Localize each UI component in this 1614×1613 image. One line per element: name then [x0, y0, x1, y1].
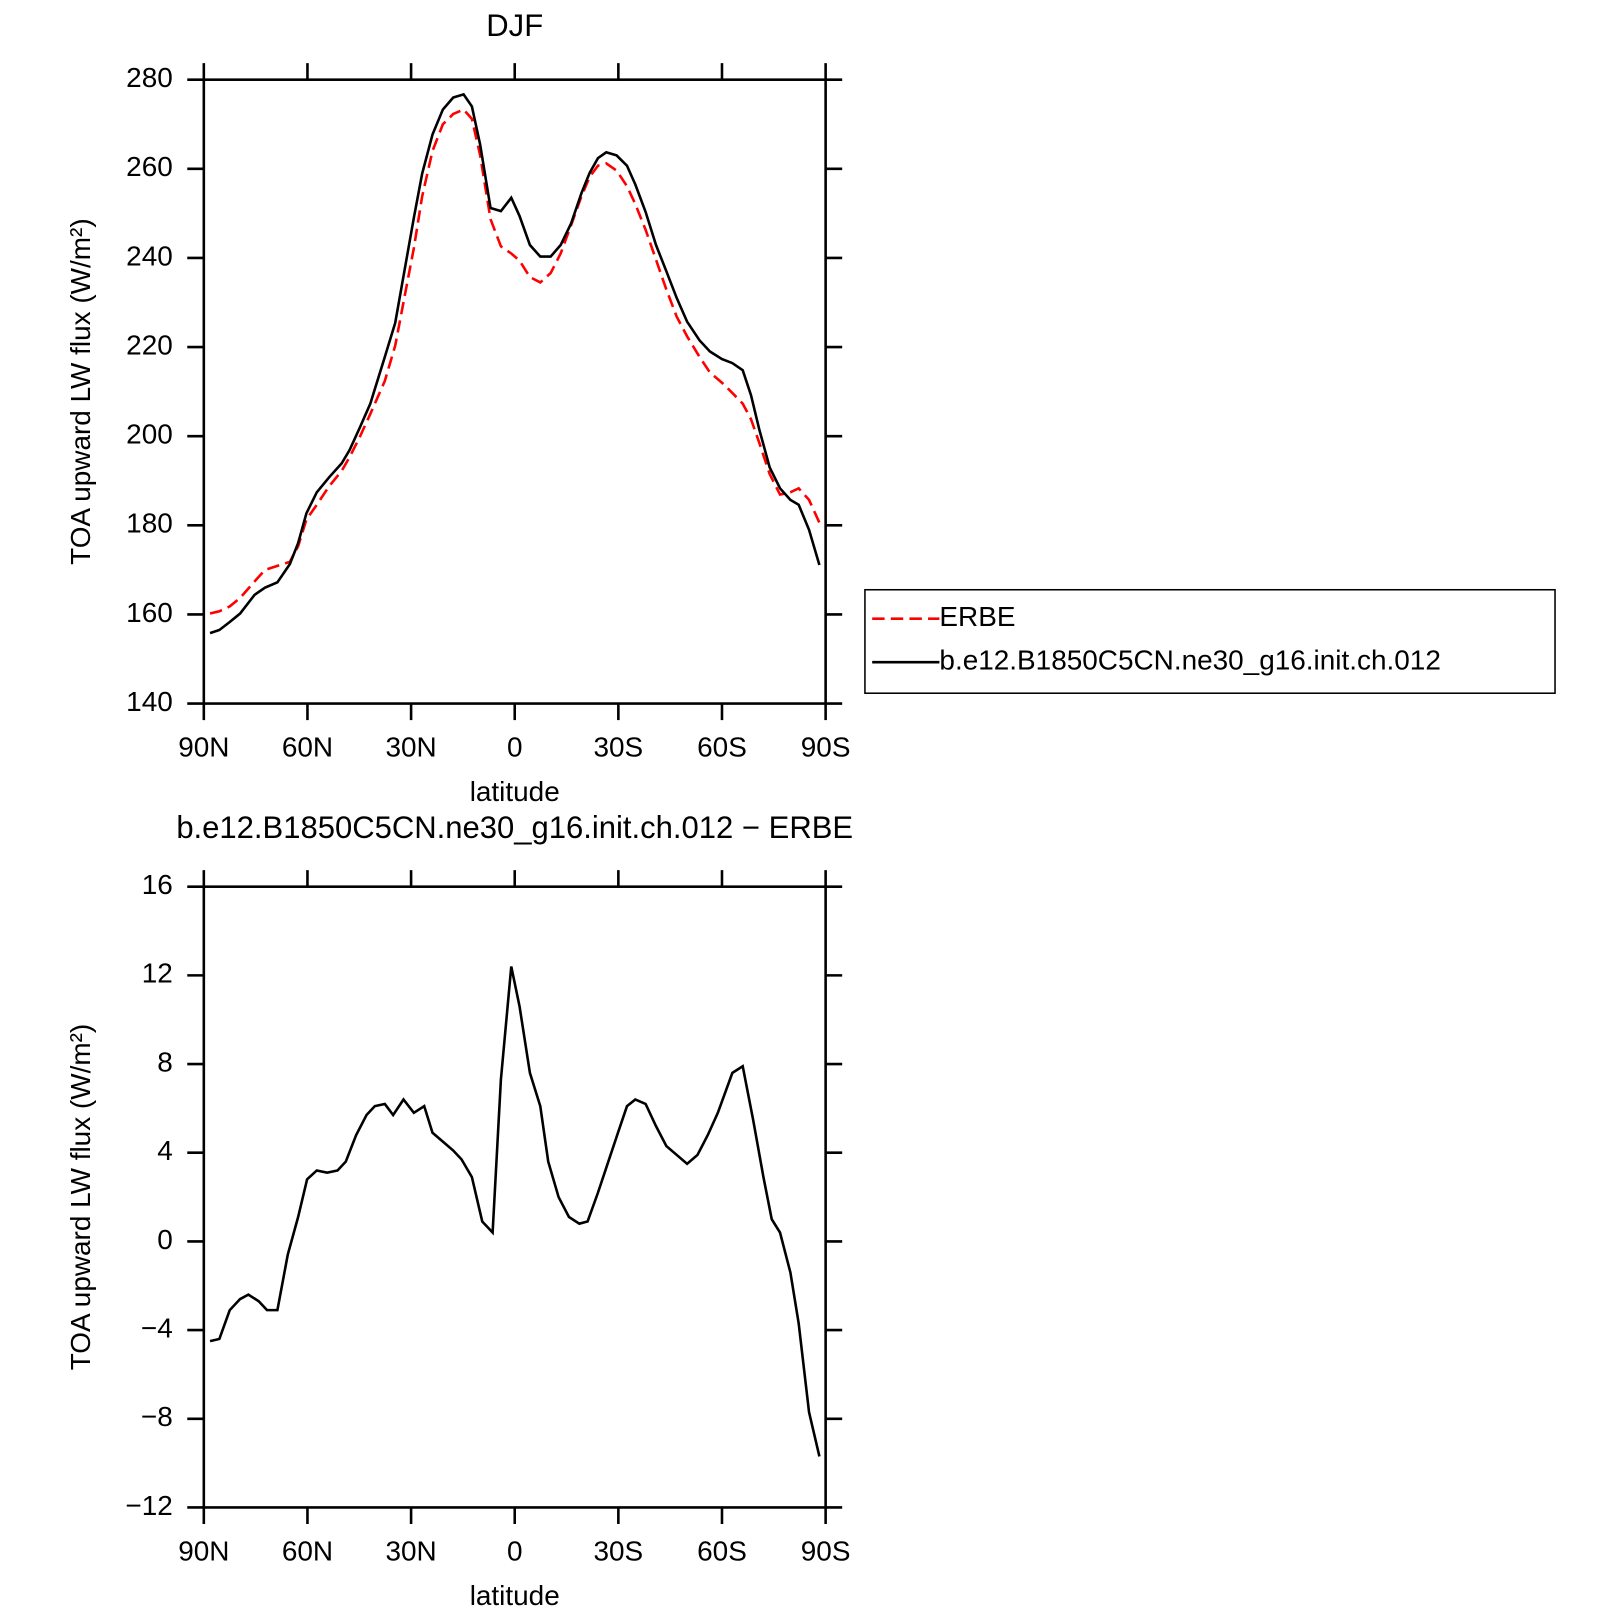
chart-title: DJF: [486, 8, 543, 43]
x-tick-label: 90S: [801, 1535, 851, 1566]
y-axis-label: TOA upward LW flux (W/m²): [65, 1024, 96, 1370]
x-tick-label: 0: [507, 1535, 523, 1566]
legend-box: [864, 588, 1556, 694]
x-tick-label: 90S: [801, 731, 851, 762]
x-tick-label: 90N: [178, 731, 229, 762]
x-tick-label: 30S: [594, 731, 644, 762]
y-tick-label: 8: [157, 1046, 173, 1077]
x-tick-label: 30N: [385, 1535, 436, 1566]
series-line: [209, 966, 821, 1457]
y-tick-label: 0: [157, 1224, 173, 1255]
y-tick-label: −4: [141, 1312, 173, 1343]
y-tick-label: 180: [126, 508, 173, 539]
y-tick-label: 220: [126, 329, 173, 360]
y-tick-label: 160: [126, 597, 173, 628]
series-line: [209, 92, 821, 635]
y-tick-label: 200: [126, 419, 173, 450]
x-axis-label: latitude: [470, 1580, 560, 1611]
y-tick-label: −8: [141, 1401, 173, 1432]
x-tick-label: 60N: [282, 1535, 333, 1566]
x-axis-label: latitude: [470, 776, 560, 807]
y-tick-label: 12: [142, 958, 173, 989]
y-tick-label: 240: [126, 240, 173, 271]
y-tick-label: 4: [157, 1135, 173, 1166]
y-tick-label: 140: [126, 686, 173, 717]
x-tick-label: 60S: [697, 1535, 747, 1566]
x-tick-label: 90N: [178, 1535, 229, 1566]
series-line: [209, 107, 821, 615]
x-tick-label: 60S: [697, 731, 747, 762]
plot-frame: [202, 885, 827, 1509]
y-tick-label: −12: [125, 1490, 172, 1521]
y-tick-label: 16: [142, 869, 173, 900]
x-tick-label: 30S: [594, 1535, 644, 1566]
y-tick-label: 280: [126, 62, 173, 93]
x-tick-label: 30N: [385, 731, 436, 762]
chart-title: b.e12.B1850C5CN.ne30_g16.init.ch.012 − E…: [176, 810, 853, 845]
legend-label: b.e12.B1850C5CN.ne30_g16.init.ch.012: [939, 645, 1440, 676]
y-axis-label: TOA upward LW flux (W/m²): [65, 218, 96, 565]
plot-frame: [202, 78, 827, 705]
legend-label: ERBE: [939, 601, 1015, 632]
x-tick-label: 0: [507, 731, 523, 762]
x-tick-label: 60N: [282, 731, 333, 762]
y-tick-label: 260: [126, 151, 173, 182]
